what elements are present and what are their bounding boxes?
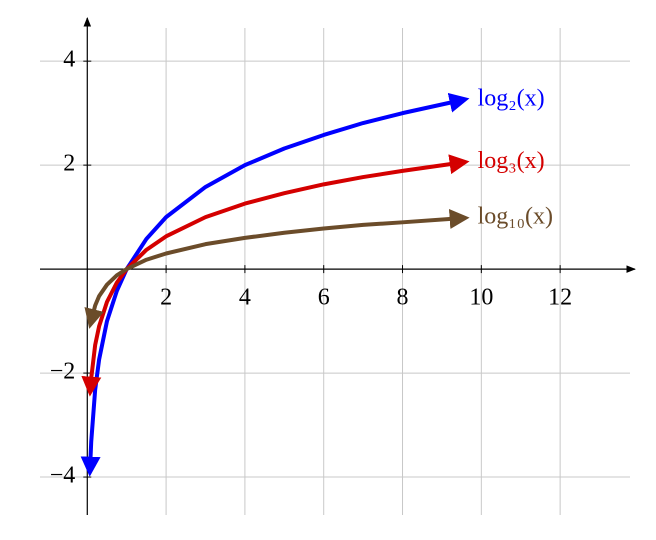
y-tick-label: 2 — [63, 151, 75, 177]
x-tick-label: 12 — [548, 285, 572, 311]
curve — [84, 209, 470, 329]
x-tick-label: 4 — [239, 285, 251, 311]
curve — [81, 154, 470, 397]
y-tick-label: −4 — [50, 463, 76, 489]
x-tick-label: 2 — [160, 285, 172, 311]
x-tick-label: 10 — [469, 285, 493, 311]
y-tick-label: −2 — [50, 359, 76, 385]
x-tick-label: 8 — [397, 285, 409, 311]
x-tick-label: 6 — [318, 285, 330, 311]
legend-label: log₂(x) — [478, 86, 545, 112]
y-tick-label: 4 — [63, 47, 75, 73]
legend-label: log₁₀(x) — [478, 204, 553, 230]
legend-label: log₃(x) — [478, 148, 545, 174]
